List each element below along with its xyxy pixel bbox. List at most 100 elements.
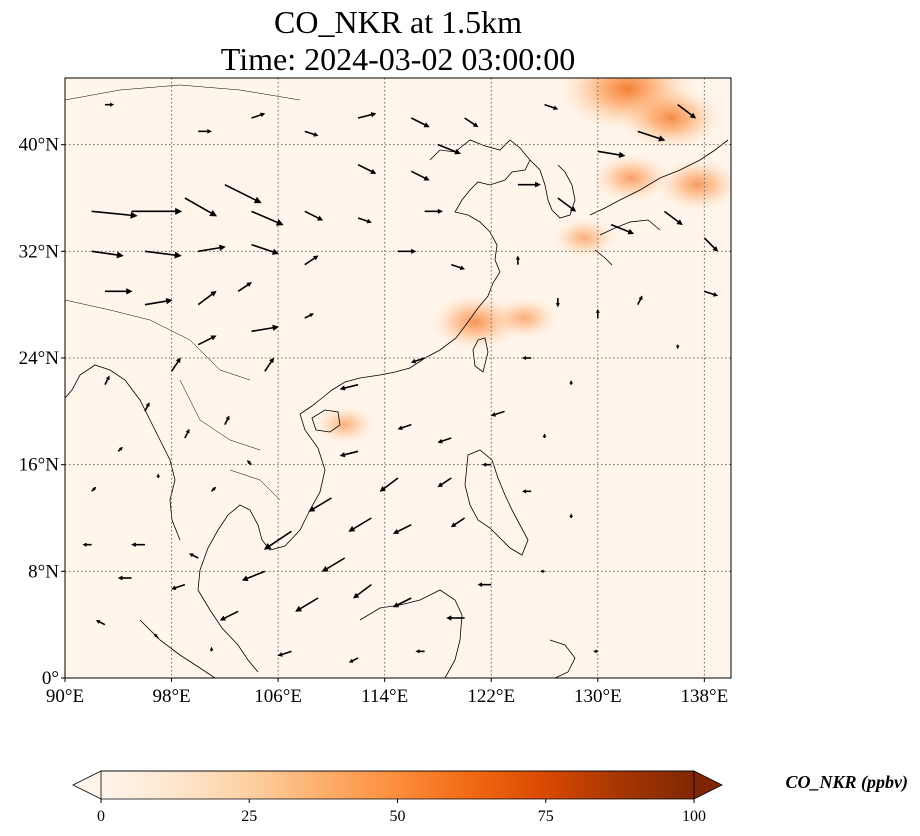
wind-arrow	[95, 620, 106, 626]
wind-arrow	[357, 112, 377, 119]
wind-arrow	[597, 150, 626, 159]
hotspot-5	[491, 297, 558, 339]
chart-title: CO_NKR at 1.5km	[274, 4, 522, 40]
inland-borders	[65, 84, 301, 501]
wind-arrow	[339, 383, 359, 391]
colorbar-ticks: 0 25 50 75 100	[97, 799, 706, 825]
wind-arrow	[131, 542, 145, 547]
x-tick-label: 138°E	[681, 686, 729, 707]
wind-arrow	[437, 143, 461, 155]
map-frame	[64, 77, 732, 679]
taiwan-coastline	[472, 337, 489, 373]
wind-arrow	[304, 313, 314, 319]
hainan-coastline	[311, 409, 341, 433]
wind-arrow	[304, 210, 324, 221]
wind-arrow	[610, 223, 635, 235]
wind-arrow	[251, 210, 284, 226]
borneo-coastline	[359, 589, 463, 678]
wind-arrow	[522, 355, 532, 361]
colorbar-label: CO_NKR (ppbv)	[786, 772, 909, 793]
colorbar: 0 25 50 75 100 CO_NKR (ppbv)	[72, 770, 909, 825]
y-tick-label: 40°N	[19, 135, 60, 156]
wind-arrow	[209, 646, 214, 652]
wind-arrow	[104, 288, 133, 295]
hotspot-3	[656, 158, 731, 211]
wind-arrow	[348, 657, 359, 663]
wind-arrow	[464, 117, 479, 128]
x-tick-label: 122°E	[467, 686, 515, 707]
wind-arrow	[663, 210, 683, 226]
wind-arrow	[637, 295, 643, 306]
wind-arrow	[144, 297, 173, 306]
wind-arrow	[144, 402, 150, 412]
wind-arrow	[264, 357, 274, 372]
wind-arrow	[522, 489, 532, 494]
wind-arrow	[241, 570, 266, 582]
wind-arrow	[321, 557, 346, 572]
y-tick-label: 0°	[42, 668, 59, 689]
wind-arrow	[171, 583, 186, 591]
colorbar-tick-label: 25	[241, 808, 257, 825]
wind-arrow	[82, 542, 92, 547]
wind-arrow	[569, 513, 573, 518]
wind-arrow	[251, 243, 280, 255]
wind-arrow	[637, 130, 666, 142]
wind-arrow	[450, 517, 466, 528]
wind-arrow	[117, 575, 132, 581]
wind-arrow	[91, 486, 97, 492]
colorbar-tick-label: 0	[97, 808, 105, 825]
wind-arrow	[379, 477, 399, 492]
wind-arrow	[357, 217, 372, 224]
hotspot-7	[552, 218, 616, 258]
wind-arrow	[398, 248, 417, 254]
wind-arrow	[198, 244, 226, 253]
hotspot-6	[314, 405, 375, 444]
wind-arrow	[295, 597, 319, 612]
wind-arrow	[357, 163, 377, 174]
wind-arrow	[675, 344, 680, 350]
wind-arrow	[677, 104, 697, 119]
wind-arrow	[197, 335, 217, 346]
wind-arrow	[704, 290, 719, 297]
chart-subtitle: Time: 2024-03-02 03:00:00	[221, 41, 575, 77]
indochina-coastline	[197, 413, 326, 673]
hotspot-2	[592, 153, 670, 203]
wind-arrow	[348, 517, 372, 532]
hotspot-1	[620, 86, 722, 150]
wind-arrow	[104, 375, 110, 386]
wind-arrow	[446, 615, 465, 621]
wind-arrow	[224, 415, 230, 426]
wind-arrow	[277, 650, 292, 657]
wind-arrow	[595, 308, 600, 318]
wind-arrow	[544, 103, 559, 111]
japan-coastline	[589, 139, 729, 266]
wind-arrow	[352, 584, 372, 599]
y-tick-label: 24°N	[19, 348, 60, 369]
wind-arrow	[153, 633, 159, 639]
wind-arrow	[104, 102, 115, 107]
wind-arrow	[539, 569, 545, 574]
colorbar-tick-label: 50	[390, 808, 406, 825]
wind-arrow	[184, 428, 190, 439]
y-tick-label: 32°N	[19, 241, 60, 262]
wind-arrow	[424, 208, 444, 214]
wind-arrow	[224, 183, 262, 204]
colorbar-extend-min	[72, 770, 102, 800]
wind-arrow	[482, 462, 492, 467]
wind-arrow	[410, 357, 425, 364]
x-tick-label: 106°E	[254, 686, 302, 707]
philippines-coastline	[464, 449, 529, 556]
korea-coastline	[529, 159, 576, 219]
wind-arrow	[557, 197, 577, 212]
colorbar-tick-label: 75	[538, 808, 554, 825]
wind-arrow	[437, 437, 452, 444]
colorbar-extend-max	[693, 770, 723, 800]
wind-arrow	[593, 649, 598, 654]
wind-arrow	[410, 117, 430, 128]
wind-arrow	[210, 486, 217, 492]
wind-arrow	[703, 237, 719, 252]
x-tick-label: 98°E	[152, 686, 190, 707]
y-tick-label: 8°N	[28, 561, 59, 582]
x-axis-ticks: 90°E 98°E 106°E 114°E 122°E 130°E 138°E	[46, 678, 728, 707]
wind-arrow	[237, 282, 252, 292]
